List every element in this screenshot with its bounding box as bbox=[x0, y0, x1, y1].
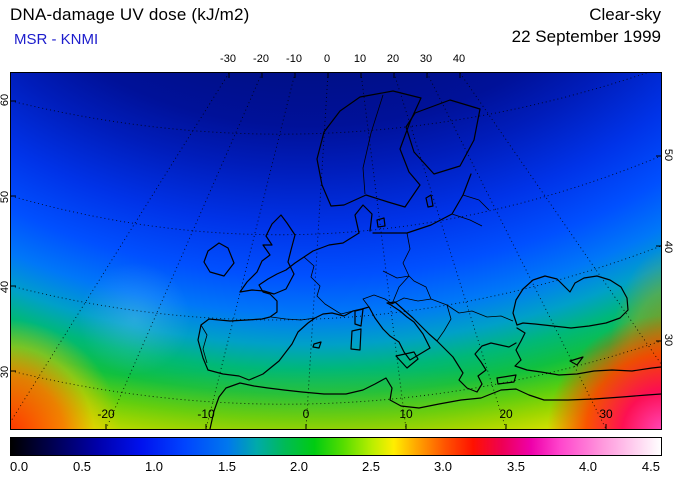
axis-ticks bbox=[11, 73, 661, 429]
bottom-axis-labels: -20 -10 0 10 20 30 bbox=[97, 407, 613, 421]
date-label: 22 September 1999 bbox=[511, 27, 661, 46]
colorbar-gradient bbox=[10, 437, 662, 456]
colorbar-tick-label: 4.0 bbox=[578, 459, 598, 474]
top-axis: -30 -20 -10 0 10 20 30 40 bbox=[0, 53, 678, 67]
top-axis-label: -30 bbox=[220, 53, 236, 65]
colorbar-tick-label: 0.0 bbox=[10, 459, 29, 474]
colorbar-tick-label: 2.5 bbox=[361, 459, 381, 474]
condition-label: Clear-sky bbox=[589, 5, 661, 24]
uv-field-image bbox=[11, 73, 661, 429]
top-axis-label: -10 bbox=[286, 53, 302, 65]
graticule bbox=[11, 73, 661, 429]
top-axis-label: 0 bbox=[323, 53, 331, 65]
colorbar-tick-label: 0.5 bbox=[72, 459, 92, 474]
bottom-axis-label: -20 bbox=[97, 407, 115, 421]
top-axis-label: 40 bbox=[452, 53, 466, 65]
colorbar-tick-label: 1.5 bbox=[217, 459, 237, 474]
right-axis-label: 50 bbox=[662, 148, 674, 162]
page-title: DNA-damage UV dose (kJ/m2) bbox=[10, 5, 250, 24]
right-axis-label: 40 bbox=[662, 240, 674, 254]
top-axis-label: 20 bbox=[386, 53, 400, 65]
right-axis-label: 30 bbox=[662, 333, 674, 347]
colorbar-tick-label: 4.5 bbox=[641, 459, 660, 474]
country-borders bbox=[200, 94, 514, 364]
bottom-axis-label: -10 bbox=[197, 407, 215, 421]
top-axis-label: -20 bbox=[253, 53, 269, 65]
top-axis-label: 10 bbox=[353, 53, 367, 65]
colorbar-tick-label: 3.5 bbox=[506, 459, 526, 474]
bottom-axis-label: 0 bbox=[303, 407, 310, 421]
coastlines bbox=[197, 90, 661, 429]
map-overlay: -20 -10 0 10 20 30 bbox=[11, 73, 661, 429]
colorbar-tick-label: 1.0 bbox=[144, 459, 164, 474]
source-label: MSR - KNMI bbox=[14, 31, 99, 48]
colorbar-tick-label: 3.0 bbox=[433, 459, 453, 474]
uv-dose-map: -20 -10 0 10 20 30 bbox=[10, 72, 662, 430]
colorbar-tick-label: 2.0 bbox=[289, 459, 309, 474]
bottom-axis-label: 30 bbox=[599, 407, 613, 421]
top-axis-label: 30 bbox=[419, 53, 433, 65]
bottom-axis-label: 10 bbox=[399, 407, 413, 421]
colorbar-axis: 0.0 0.5 1.0 1.5 2.0 2.5 3.0 3.5 4.0 4.5 bbox=[10, 459, 660, 475]
bottom-axis-label: 20 bbox=[499, 407, 513, 421]
